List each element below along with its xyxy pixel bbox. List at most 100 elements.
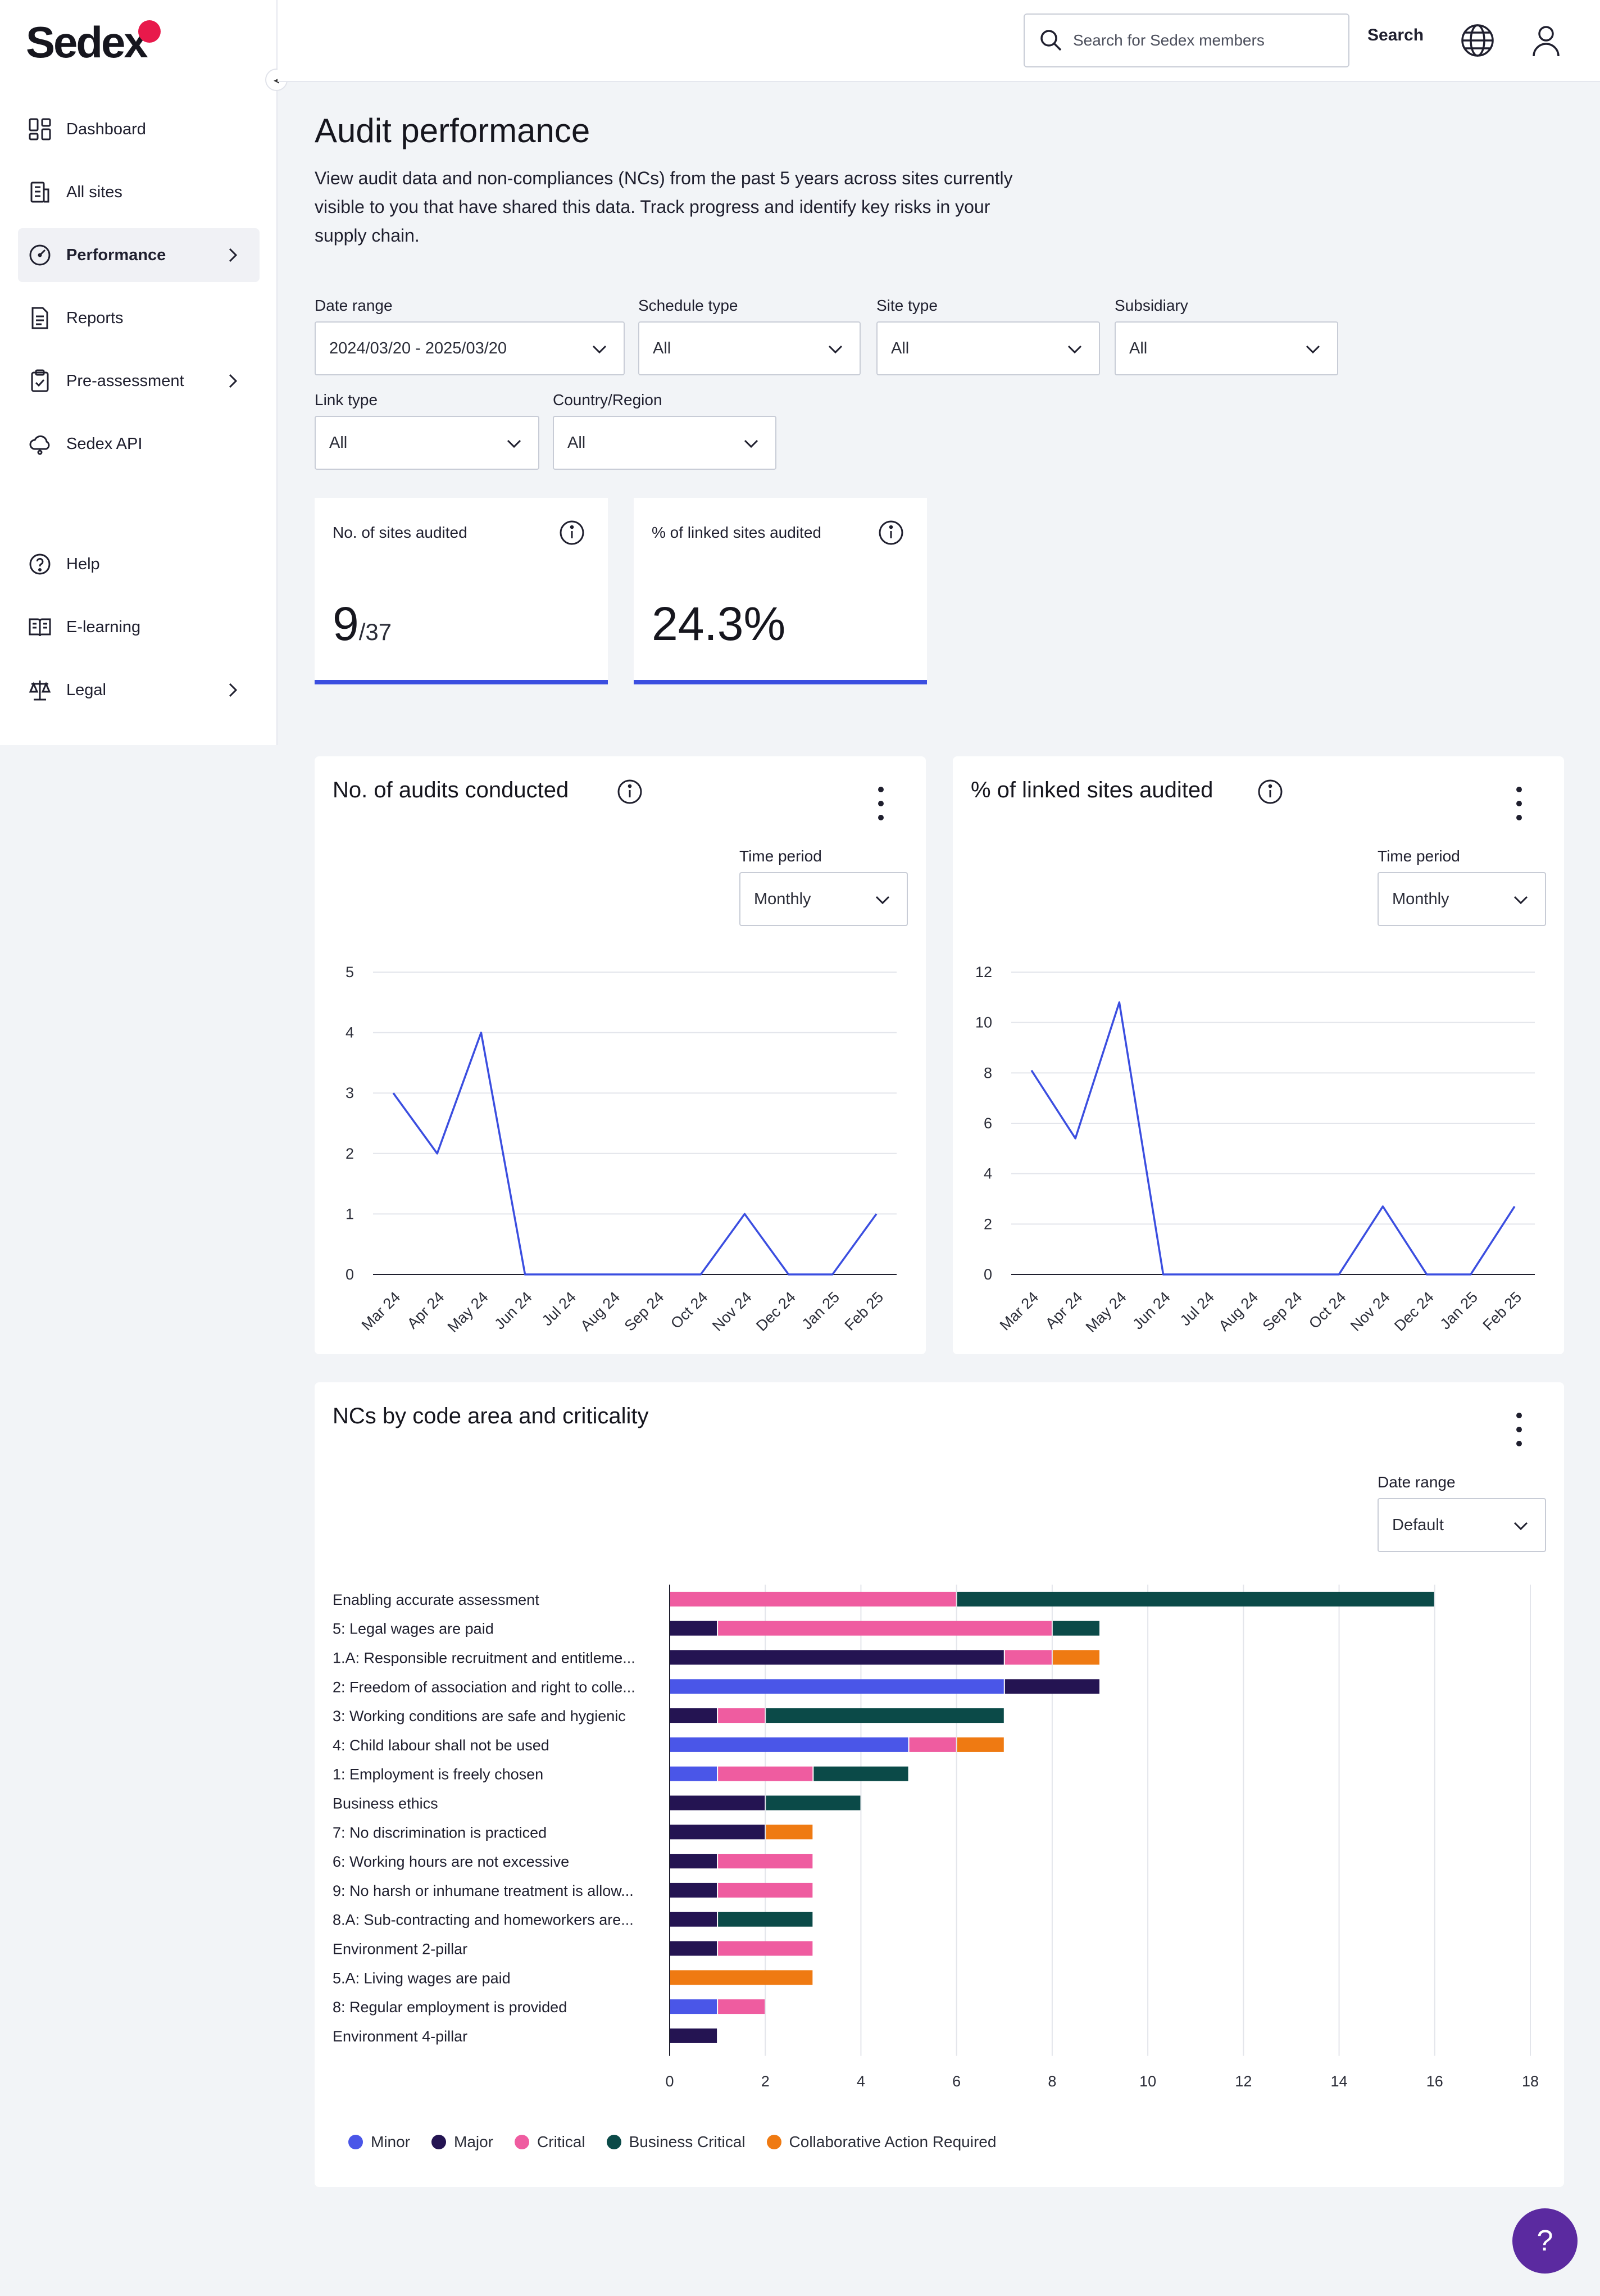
x-tick-label: 12 (1235, 2073, 1252, 2090)
category-label: 9: No harsh or inhumane treatment is all… (333, 1882, 634, 1899)
x-tick-label: 18 (1522, 2073, 1539, 2090)
user-icon[interactable] (1528, 22, 1564, 58)
chevron-down-icon (828, 345, 843, 354)
x-tick-label: 2 (761, 2073, 770, 2090)
time-period-select[interactable]: Monthly (1378, 872, 1546, 926)
category-label: 1: Employment is freely chosen (333, 1766, 543, 1783)
sidebar-item-label: Reports (66, 308, 124, 327)
sidebar-item-all-sites[interactable]: All sites (18, 165, 260, 219)
kebab-menu-icon[interactable] (1512, 1413, 1526, 1446)
legend-item[interactable]: Collaborative Action Required (766, 2133, 996, 2151)
schedule-type-select[interactable]: All (638, 321, 861, 375)
legend-item[interactable]: Minor (348, 2133, 410, 2151)
info-icon[interactable] (616, 778, 644, 806)
legend-item[interactable]: Major (431, 2133, 493, 2151)
bar-segment (1004, 1650, 1052, 1665)
subsidiary-select[interactable]: All (1115, 321, 1338, 375)
sidebar-item-label: Pre-assessment (66, 371, 184, 390)
country-region-label: Country/Region (553, 391, 662, 409)
x-tick-label: Jul 24 (539, 1288, 579, 1329)
site-type-select[interactable]: All (876, 321, 1100, 375)
document-icon (27, 305, 53, 331)
bar-segment (670, 1999, 717, 2014)
bar-segment (766, 1795, 861, 1811)
chevron-down-icon (592, 345, 607, 354)
bar-segment (957, 1737, 1004, 1752)
x-tick-label: Aug 24 (577, 1288, 623, 1335)
help-button[interactable]: ? (1512, 2208, 1578, 2274)
y-tick-label: 4 (984, 1165, 992, 1182)
x-tick-label: 14 (1331, 2073, 1348, 2090)
legend-item[interactable]: Critical (515, 2133, 585, 2151)
sidebar-item-label: Legal (66, 680, 106, 699)
sidebar-item-help[interactable]: Help (18, 537, 260, 591)
date-range-select[interactable]: 2024/03/20 - 2025/03/20 (315, 321, 625, 375)
category-label: 8: Regular employment is provided (333, 1999, 567, 2016)
kebab-menu-icon[interactable] (874, 787, 888, 820)
x-tick-label: Dec 24 (1391, 1288, 1437, 1335)
category-label: 6: Working hours are not excessive (333, 1853, 569, 1870)
x-tick-label: Jan 25 (1437, 1288, 1481, 1333)
x-tick-label: Aug 24 (1215, 1288, 1261, 1335)
x-tick-label: 6 (952, 2073, 961, 2090)
bar-segment (718, 1999, 765, 2014)
scales-icon (27, 677, 53, 703)
bar-segment (670, 1970, 813, 1985)
sidebar-item-sedex-api[interactable]: Sedex API (18, 417, 260, 471)
sedex-logo[interactable]: Sedex (26, 17, 148, 67)
y-tick-label: 0 (984, 1266, 992, 1283)
bar-segment (1052, 1650, 1099, 1665)
legend-swatch (606, 2135, 621, 2149)
legend-label: Major (454, 2133, 494, 2150)
sidebar-item-e-learning[interactable]: E-learning (18, 600, 260, 654)
chevron-down-icon (1513, 896, 1528, 905)
sidebar-item-pre-assessment[interactable]: Pre-assessment (18, 354, 260, 408)
x-tick-label: 16 (1426, 2073, 1443, 2090)
link-type-select[interactable]: All (315, 416, 539, 470)
country-region-select[interactable]: All (553, 416, 776, 470)
x-tick-label: Dec 24 (753, 1288, 799, 1335)
kebab-menu-icon[interactable] (1512, 787, 1526, 820)
x-tick-label: Apr 24 (1042, 1288, 1085, 1332)
sidebar-item-reports[interactable]: Reports (18, 291, 260, 345)
site-type-label: Site type (876, 297, 938, 314)
time-period-select[interactable]: Monthly (739, 872, 908, 926)
search-button[interactable]: Search (1367, 26, 1424, 44)
kpi-value: 9/37 (333, 597, 392, 651)
chevron-right-icon (229, 374, 238, 388)
x-tick-label: May 24 (444, 1288, 492, 1336)
y-tick-label: 5 (346, 964, 354, 981)
sidebar-item-dashboard[interactable]: Dashboard (18, 102, 260, 156)
legend-swatch (766, 2135, 781, 2149)
legend-item[interactable]: Business Critical (606, 2133, 746, 2151)
sidebar-item-legal[interactable]: Legal (18, 663, 260, 717)
page-description: View audit data and non-compliances (NCs… (315, 168, 1013, 246)
search-input[interactable] (1073, 31, 1337, 49)
member-search[interactable] (1024, 13, 1349, 67)
globe-icon[interactable] (1460, 22, 1496, 58)
bar-segment (718, 1708, 765, 1723)
sidebar-item-label: Dashboard (66, 120, 146, 138)
gauge-icon (27, 242, 53, 268)
info-icon[interactable] (558, 519, 585, 546)
kpi-sites-audited: No. of sites audited 9/37 (315, 498, 608, 684)
schedule-type-label: Schedule type (638, 297, 738, 314)
top-bar: Search (278, 0, 1600, 82)
link-type-value: All (329, 433, 348, 452)
sidebar-item-label: Help (66, 555, 100, 573)
kpi-linked-sites-audited: % of linked sites audited 24.3% (634, 498, 927, 684)
nc-date-range-select[interactable]: Default (1378, 1498, 1546, 1552)
series-line (392, 1031, 878, 1276)
info-icon[interactable] (878, 519, 904, 546)
bar-segment (718, 1882, 813, 1898)
cloud-icon (27, 431, 53, 457)
info-icon[interactable] (1256, 778, 1284, 806)
chevron-down-icon (1513, 1522, 1528, 1531)
linked-sites-card: % of linked sites audited Time period Mo… (953, 756, 1564, 1354)
sidebar-item-performance[interactable]: Performance (18, 228, 260, 282)
card-title: NCs by code area and criticality (333, 1404, 649, 1428)
sidebar-item-label: All sites (66, 183, 122, 201)
category-label: 7: No discrimination is practiced (333, 1824, 547, 1841)
bar-segment (670, 1941, 717, 1956)
